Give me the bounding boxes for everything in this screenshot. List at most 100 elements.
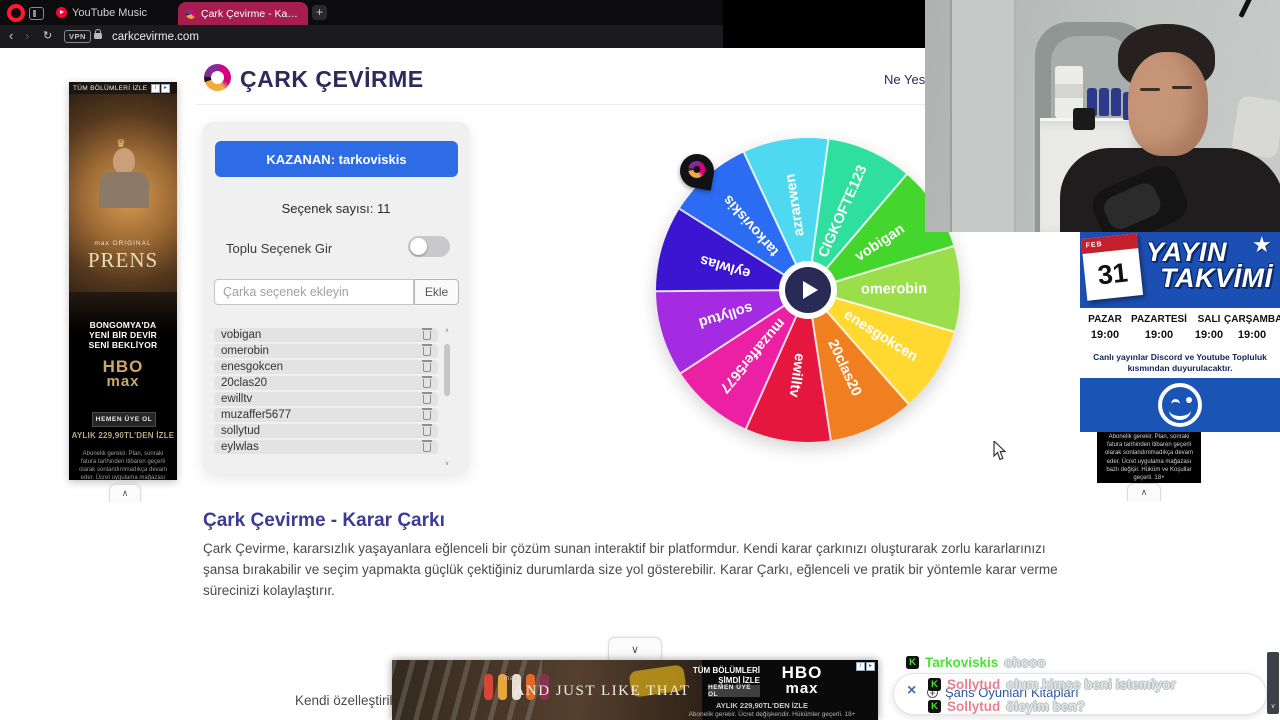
- scroll-up-icon[interactable]: ∧: [444, 328, 450, 334]
- trash-icon[interactable]: [422, 424, 432, 436]
- decision-wheel[interactable]: azrarwen CIGKOFTE123 vobigan omerobin enesgo…: [655, 138, 960, 442]
- site-logo-icon[interactable]: [204, 64, 231, 91]
- bottom-ad[interactable]: max AND JUST LIKE THAT TÜM BÖLÜMLERİ ŞİM…: [392, 660, 878, 720]
- webcam-overlay: [925, 0, 1280, 232]
- day-time: 19:00: [1144, 329, 1174, 341]
- notification-close-icon[interactable]: ×: [907, 682, 917, 699]
- chat-message: K Sollytud olum kimse beni istemiyor: [928, 677, 1176, 692]
- kick-badge-icon: K: [906, 656, 919, 669]
- figure: [526, 674, 535, 700]
- bottom-ad-collapse-button[interactable]: ∨: [608, 637, 662, 661]
- schedule-ad-collapse-button[interactable]: ∧: [1127, 483, 1161, 501]
- left-ad-image: ♛ max ORIGINAL PRENS: [69, 82, 177, 292]
- option-row[interactable]: ewilltv: [214, 392, 438, 406]
- wall-mark: [1238, 0, 1253, 18]
- page-description-2: Kendi özelleştirilmiş: [295, 693, 414, 708]
- trash-icon[interactable]: [422, 344, 432, 356]
- max-logo: max: [785, 680, 819, 697]
- max-presents-label: max: [504, 676, 519, 682]
- trash-icon[interactable]: [422, 408, 432, 420]
- url-text[interactable]: carkcevirme.com: [112, 30, 199, 43]
- winner-banner-button[interactable]: KAZANAN: tarkoviskis: [215, 141, 458, 177]
- forward-button[interactable]: ›: [25, 28, 30, 43]
- option-row[interactable]: omerobin: [214, 344, 438, 358]
- bulk-entry-toggle[interactable]: [408, 236, 450, 257]
- new-tab-button[interactable]: +: [312, 5, 327, 20]
- chat-scroll-down-icon[interactable]: ∨: [1270, 703, 1276, 710]
- left-ad[interactable]: ♛ max ORIGINAL PRENS TÜM BÖLÜMLERİ İZLE …: [69, 82, 177, 480]
- chat-username[interactable]: Sollytud: [947, 699, 1001, 714]
- trash-icon[interactable]: [422, 376, 432, 388]
- and-just-like-that-title: AND JUST LIKE THAT: [513, 683, 691, 699]
- trash-icon[interactable]: [422, 392, 432, 404]
- list-scrollbar[interactable]: ∧ ∨: [443, 328, 451, 468]
- chat-text: öleyim ben?: [1006, 699, 1086, 714]
- watch-now-label: TÜM BÖLÜMLERİ ŞİMDİ İZLE: [692, 666, 760, 685]
- left-ad-lower: BONGOMYA'DA YENİ BİR DEVİR SENİ BEKLİYOR…: [69, 292, 177, 480]
- browser-chrome: YouTube Music Çark Çevirme - Karar Çark …: [0, 0, 925, 48]
- left-ad-collapse-button[interactable]: ∧: [109, 484, 141, 502]
- door: [950, 0, 1016, 232]
- cark-favicon-icon: [186, 8, 196, 19]
- smiley-mouth: [1169, 400, 1191, 420]
- adchoices-icon[interactable]: ▸: [866, 662, 875, 671]
- youtube-music-icon: [56, 7, 67, 18]
- option-row[interactable]: muzaffer5677: [214, 408, 438, 422]
- kick-badge-icon: K: [928, 700, 941, 713]
- schedule-days: PAZAR 19:00 PAZARTESİ 19:00 SALI 19:00 Ç…: [1080, 308, 1280, 378]
- mouse-cursor: [993, 441, 1007, 461]
- back-button[interactable]: ‹: [9, 28, 14, 43]
- opera-logo-icon[interactable]: [7, 4, 25, 22]
- chat-username[interactable]: Tarkoviskis: [925, 655, 999, 670]
- option-row[interactable]: 20clas20: [214, 376, 438, 390]
- option-row[interactable]: enesgokcen: [214, 360, 438, 374]
- ad-info-icon[interactable]: i: [151, 83, 160, 93]
- wheel-hub: [779, 261, 837, 319]
- chat-scrollbar[interactable]: ∨: [1267, 652, 1279, 714]
- option-row[interactable]: vobigan: [214, 328, 438, 342]
- figure: [498, 674, 507, 700]
- reload-button[interactable]: ↻: [43, 30, 53, 42]
- ad-line: YENİ BİR DEVİR: [89, 330, 157, 340]
- option-input[interactable]: [214, 279, 414, 305]
- chat-text: ohooo: [1004, 655, 1046, 670]
- sidebar-toggle-icon[interactable]: [29, 7, 44, 20]
- ad-info-icon[interactable]: i: [856, 662, 865, 671]
- hbo-logo: HBO: [102, 357, 144, 376]
- left-ad-figure-body: [99, 172, 149, 208]
- tab-youtube-music[interactable]: YouTube Music: [72, 7, 148, 19]
- smiley-eye: [1186, 397, 1192, 403]
- subscribe-button[interactable]: HEMEN ÜYE OL: [708, 684, 760, 698]
- calendar-day: 31: [1096, 257, 1130, 291]
- option-row[interactable]: eylwlas: [214, 440, 438, 454]
- schedule-title-2: TAKVİMİ: [1160, 262, 1273, 293]
- tab-bar: YouTube Music Çark Çevirme - Karar Çark …: [0, 0, 723, 25]
- add-option-button[interactable]: Ekle: [414, 279, 459, 305]
- trash-icon[interactable]: [422, 360, 432, 372]
- calendar-icon: FEB 31: [1080, 233, 1144, 301]
- max-original-label: max ORIGINAL: [94, 240, 152, 247]
- spin-button[interactable]: [785, 267, 831, 313]
- scroll-thumb[interactable]: [444, 344, 450, 396]
- tab-cark-cevirme[interactable]: Çark Çevirme - Karar Çark: [178, 2, 308, 25]
- notification-label[interactable]: Şans Oyunları Kitapları: [945, 685, 1079, 700]
- star-icon: ★: [1252, 232, 1272, 257]
- trash-icon[interactable]: [422, 328, 432, 340]
- adchoices-icon[interactable]: ▸: [161, 83, 170, 93]
- chat-username[interactable]: Sollytud: [947, 677, 1001, 692]
- eyebrow: [1140, 88, 1160, 91]
- vpn-badge[interactable]: VPN: [64, 30, 91, 43]
- day-time: 19:00: [1194, 329, 1224, 341]
- figure: [512, 674, 521, 700]
- option-row[interactable]: sollytud: [214, 424, 438, 438]
- schedule-note: Canlı yayınlar Discord ve Youtube Toplul…: [1093, 352, 1267, 373]
- price-label: AYLIK 229,90TL'DEN İZLE: [71, 431, 175, 440]
- scroll-down-icon[interactable]: ∨: [444, 461, 450, 467]
- day-name: PAZARTESİ: [1131, 314, 1187, 325]
- subscribe-button[interactable]: HEMEN ÜYE OL: [92, 412, 156, 427]
- site-brand[interactable]: ÇARK ÇEVİRME: [240, 66, 424, 92]
- trash-icon[interactable]: [422, 440, 432, 452]
- schedule-ad-fineprint-box: Abonelik gerekir. Plan, sonraki fatura t…: [1097, 432, 1201, 483]
- lock-icon[interactable]: [94, 29, 102, 39]
- day-name: SALI: [1197, 314, 1221, 325]
